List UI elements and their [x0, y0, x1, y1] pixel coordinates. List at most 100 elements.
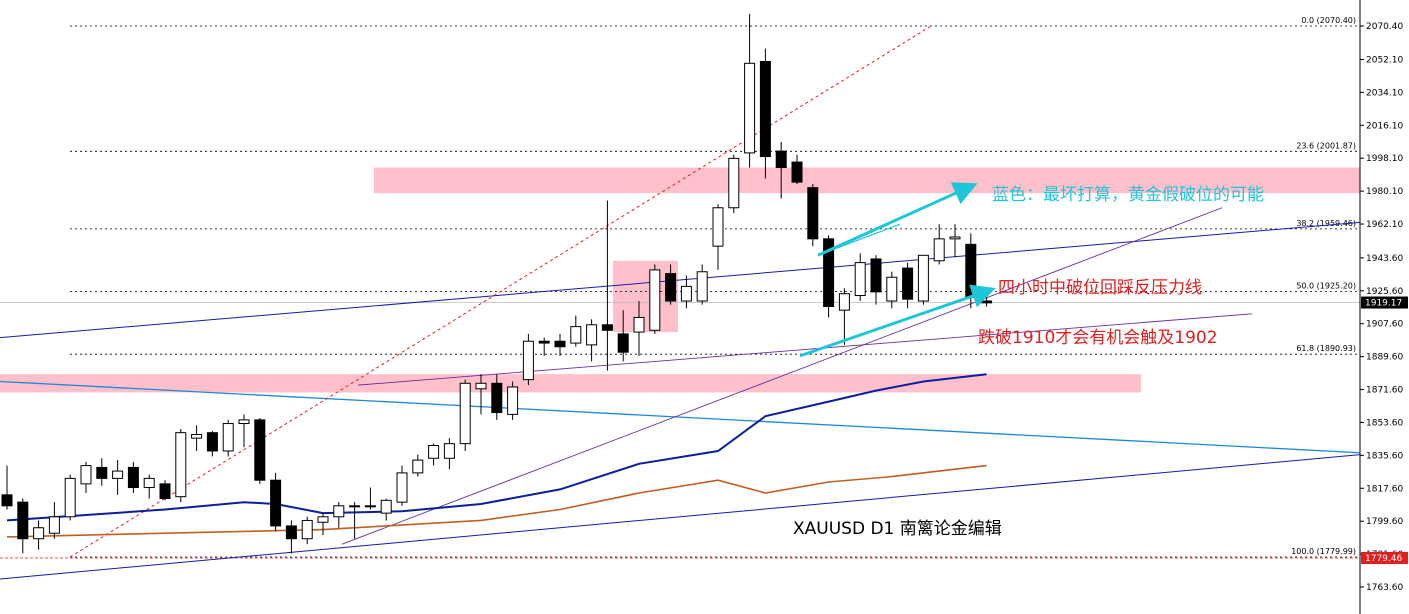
candle	[349, 502, 361, 539]
symbol-label: XAUUSD D1 南篱论金编辑	[793, 519, 1002, 539]
candle	[917, 254, 929, 305]
candle-body	[491, 382, 503, 414]
candle-body	[712, 207, 724, 247]
descending-line	[0, 380, 1361, 454]
candle	[143, 474, 155, 499]
candle	[1, 465, 13, 510]
candle-body	[838, 293, 850, 311]
candle	[380, 498, 392, 521]
fib-label: 38.2 (1959.46)	[1296, 219, 1356, 228]
candle	[443, 438, 455, 470]
candle-body	[775, 150, 787, 169]
candle-body	[744, 62, 756, 154]
candle-body	[112, 470, 124, 479]
candle	[191, 425, 203, 451]
candle	[80, 461, 92, 494]
candle	[791, 154, 803, 184]
candle	[633, 301, 645, 356]
y-tick-label: 1889.60	[1366, 353, 1403, 363]
candle-body	[380, 499, 392, 514]
candle-body	[522, 340, 534, 381]
candle	[759, 48, 771, 179]
y-tick-label: 1853.60	[1366, 418, 1403, 428]
candle-body	[396, 472, 408, 503]
candle	[649, 264, 661, 334]
candle	[127, 461, 139, 494]
candle	[696, 264, 708, 305]
cyan-trend-thin	[817, 223, 901, 256]
fib-label: 61.8 (1890.93)	[1296, 344, 1356, 353]
candle-body	[317, 516, 329, 523]
candle-body	[191, 433, 203, 439]
candle-body	[586, 324, 598, 346]
candle-body	[854, 262, 866, 297]
y-tick-label: 1763.60	[1366, 583, 1403, 593]
candle-body	[301, 519, 313, 540]
candle-body	[917, 254, 929, 302]
candle-body	[254, 419, 266, 481]
candle	[301, 516, 313, 545]
candle-body	[570, 326, 582, 344]
y-tick-label: 1799.60	[1366, 517, 1403, 527]
y-tick-label: 2016.10	[1366, 121, 1403, 131]
annotation-worst-case: 蓝色：最坏打算，黄金假破位的可能	[992, 185, 1264, 205]
candle-body	[64, 477, 76, 518]
candle	[554, 333, 566, 356]
y-tick-label: 1871.60	[1366, 386, 1403, 396]
rising-trendline	[341, 207, 1223, 545]
candle	[886, 271, 898, 309]
candle-body	[127, 466, 139, 489]
candle-body	[886, 276, 898, 302]
candle-body	[728, 157, 740, 209]
current-price-badge	[1361, 296, 1408, 309]
candle	[112, 460, 124, 495]
candle-body	[949, 236, 961, 240]
fib-label: 50.0 (1925.20)	[1296, 282, 1356, 291]
candle	[665, 264, 677, 305]
candle	[459, 379, 471, 451]
y-tick-label: 1907.60	[1366, 320, 1403, 330]
y-tick-label: 2070.40	[1366, 22, 1403, 32]
y-tick-label: 1925.60	[1366, 287, 1403, 297]
candle-body	[238, 419, 250, 425]
candle-body	[965, 243, 977, 298]
y-tick-label: 1817.60	[1366, 484, 1403, 494]
annotation-h4-break: 四小时中破位回踩反压力线	[998, 278, 1202, 298]
candle-body	[80, 465, 92, 485]
candle-body	[696, 271, 708, 302]
fib-label: 0.0 (2070.40)	[1301, 16, 1356, 25]
candle	[728, 154, 740, 214]
current-price-label: 1919.17	[1365, 299, 1402, 309]
candle	[64, 474, 76, 521]
candle-body	[222, 423, 234, 452]
candle	[617, 310, 629, 362]
candle	[238, 414, 250, 448]
candle-body	[680, 285, 692, 302]
candle	[206, 430, 218, 457]
candle-body	[285, 525, 297, 540]
candle-body	[175, 432, 187, 498]
candle	[507, 381, 519, 420]
candle	[396, 465, 408, 506]
candle	[412, 454, 424, 477]
candle	[364, 487, 376, 510]
candle	[601, 200, 613, 371]
candle-body	[1, 494, 13, 507]
candle	[949, 224, 961, 258]
candle	[570, 315, 582, 347]
y-tick-label: 1962.10	[1366, 220, 1403, 230]
candle	[712, 204, 724, 270]
candle	[285, 520, 297, 554]
candle-body	[807, 187, 819, 240]
candle-body	[933, 238, 945, 262]
candle	[775, 141, 787, 199]
arrow-h4-break	[799, 284, 996, 358]
candle-body	[333, 505, 345, 518]
candle	[807, 183, 819, 247]
candle-body	[33, 527, 45, 540]
neckline	[357, 313, 1253, 386]
lower-channel-line	[0, 454, 1361, 580]
candle	[854, 253, 866, 302]
candle	[475, 374, 487, 415]
